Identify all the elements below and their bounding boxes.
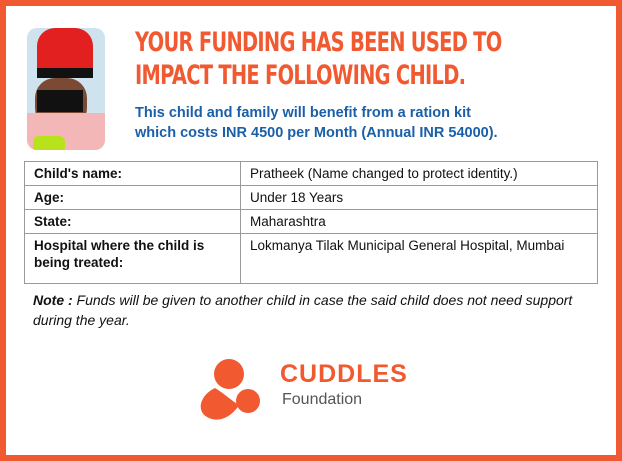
logo-name: CUDDLES — [280, 360, 408, 388]
logo-subtitle: Foundation — [282, 391, 363, 408]
table-row: Child's name: Pratheek (Name changed to p… — [24, 161, 598, 186]
cuddles-logo-icon — [200, 359, 260, 420]
table-row: Hospital where the child is being treate… — [24, 233, 598, 284]
subtext: This child and family will benefit from … — [135, 105, 498, 141]
heading: YOUR FUNDING HAS BEEN USED TO IMPACT THE … — [135, 27, 502, 91]
table-row: State: Maharashtra — [24, 209, 598, 234]
table-row: Age: Under 18 Years — [24, 185, 598, 210]
child-photo — [27, 28, 105, 150]
note: Note : Funds will be given to another ch… — [33, 292, 573, 328]
child-details-table: Child's name: Pratheek (Name changed to p… — [24, 161, 598, 284]
